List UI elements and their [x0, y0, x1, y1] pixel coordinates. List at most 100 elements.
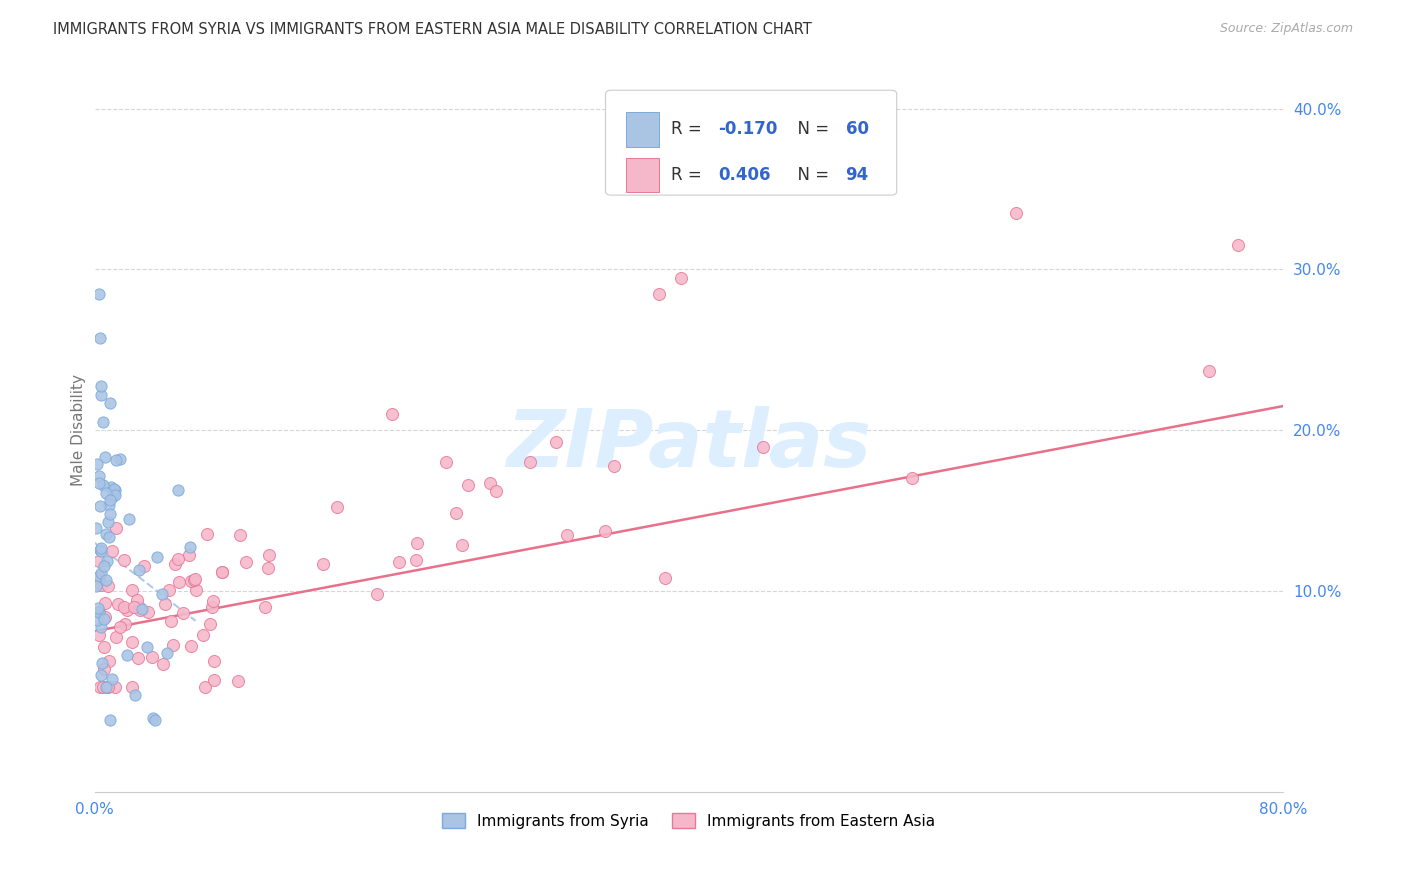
Point: [141, 650, 163, 665]
Point: [172, 606, 194, 620]
Point: [91, 680, 114, 694]
Point: [91, 657, 114, 671]
Point: [112, 600, 135, 615]
Point: [91, 478, 114, 492]
Point: [103, 485, 125, 500]
Point: [103, 482, 125, 496]
Text: 94: 94: [845, 166, 869, 184]
Point: [108, 452, 131, 467]
Point: [1004, 206, 1026, 220]
Point: [201, 600, 224, 615]
Point: [105, 521, 128, 535]
Point: [93, 662, 115, 676]
Point: [117, 648, 139, 663]
Point: [87, 286, 110, 301]
Legend: Immigrants from Syria, Immigrants from Eastern Asia: Immigrants from Syria, Immigrants from E…: [436, 807, 942, 835]
Point: [444, 506, 467, 520]
Point: [145, 713, 167, 727]
Point: [226, 674, 249, 689]
Point: [94, 450, 117, 464]
Point: [457, 477, 479, 491]
Point: [211, 565, 233, 579]
Point: [94, 596, 117, 610]
Point: [94, 609, 117, 624]
Point: [193, 628, 215, 642]
Point: [128, 600, 150, 615]
Point: [648, 150, 671, 164]
FancyBboxPatch shape: [626, 158, 659, 193]
Point: [405, 553, 427, 567]
Point: [167, 552, 190, 566]
Point: [451, 538, 474, 552]
Point: [87, 628, 110, 642]
Point: [162, 638, 184, 652]
Point: [381, 407, 404, 421]
FancyBboxPatch shape: [606, 90, 897, 195]
Point: [90, 378, 112, 392]
Point: [104, 483, 127, 497]
Point: [97, 655, 120, 669]
Text: IMMIGRANTS FROM SYRIA VS IMMIGRANTS FROM EASTERN ASIA MALE DISABILITY CORRELATIO: IMMIGRANTS FROM SYRIA VS IMMIGRANTS FROM…: [53, 22, 813, 37]
Point: [89, 388, 111, 402]
Point: [96, 681, 118, 695]
Point: [434, 455, 457, 469]
Point: [101, 490, 124, 504]
Point: [93, 558, 115, 573]
Point: [97, 530, 120, 544]
Point: [98, 396, 121, 410]
Point: [127, 650, 149, 665]
Point: [177, 548, 200, 562]
Point: [93, 415, 115, 429]
Point: [108, 620, 131, 634]
Point: [153, 597, 176, 611]
Point: [165, 557, 187, 571]
Point: [90, 544, 112, 558]
Point: [118, 512, 141, 526]
Point: [325, 500, 347, 515]
Point: [671, 270, 693, 285]
Text: ZIPatlas: ZIPatlas: [506, 406, 872, 483]
Point: [167, 483, 190, 497]
Point: [202, 654, 225, 668]
Point: [519, 455, 541, 469]
Point: [128, 563, 150, 577]
Point: [86, 613, 108, 627]
Point: [146, 550, 169, 565]
Point: [115, 602, 138, 616]
Point: [142, 711, 165, 725]
Text: N =: N =: [787, 120, 835, 138]
Point: [1198, 364, 1220, 378]
Point: [121, 635, 143, 649]
Point: [94, 573, 117, 587]
Point: [184, 582, 207, 597]
Point: [84, 579, 107, 593]
Point: [135, 640, 157, 655]
Point: [254, 599, 277, 614]
Point: [89, 331, 111, 345]
Point: [112, 553, 135, 567]
Point: [104, 452, 127, 467]
Point: [654, 571, 676, 585]
Point: [89, 681, 111, 695]
Point: [195, 527, 218, 541]
Point: [211, 565, 233, 579]
Point: [121, 583, 143, 598]
Point: [180, 639, 202, 653]
Point: [104, 488, 127, 502]
Point: [96, 486, 118, 500]
Point: [96, 681, 118, 695]
Point: [89, 499, 111, 513]
Point: [167, 574, 190, 589]
Point: [101, 673, 124, 687]
Point: [87, 553, 110, 567]
Point: [479, 476, 502, 491]
Point: [156, 647, 179, 661]
Point: [485, 484, 508, 499]
Point: [93, 612, 115, 626]
Point: [555, 527, 578, 541]
Point: [593, 524, 616, 539]
Point: [152, 657, 174, 671]
Point: [87, 605, 110, 619]
Point: [100, 713, 122, 727]
FancyBboxPatch shape: [626, 112, 659, 146]
